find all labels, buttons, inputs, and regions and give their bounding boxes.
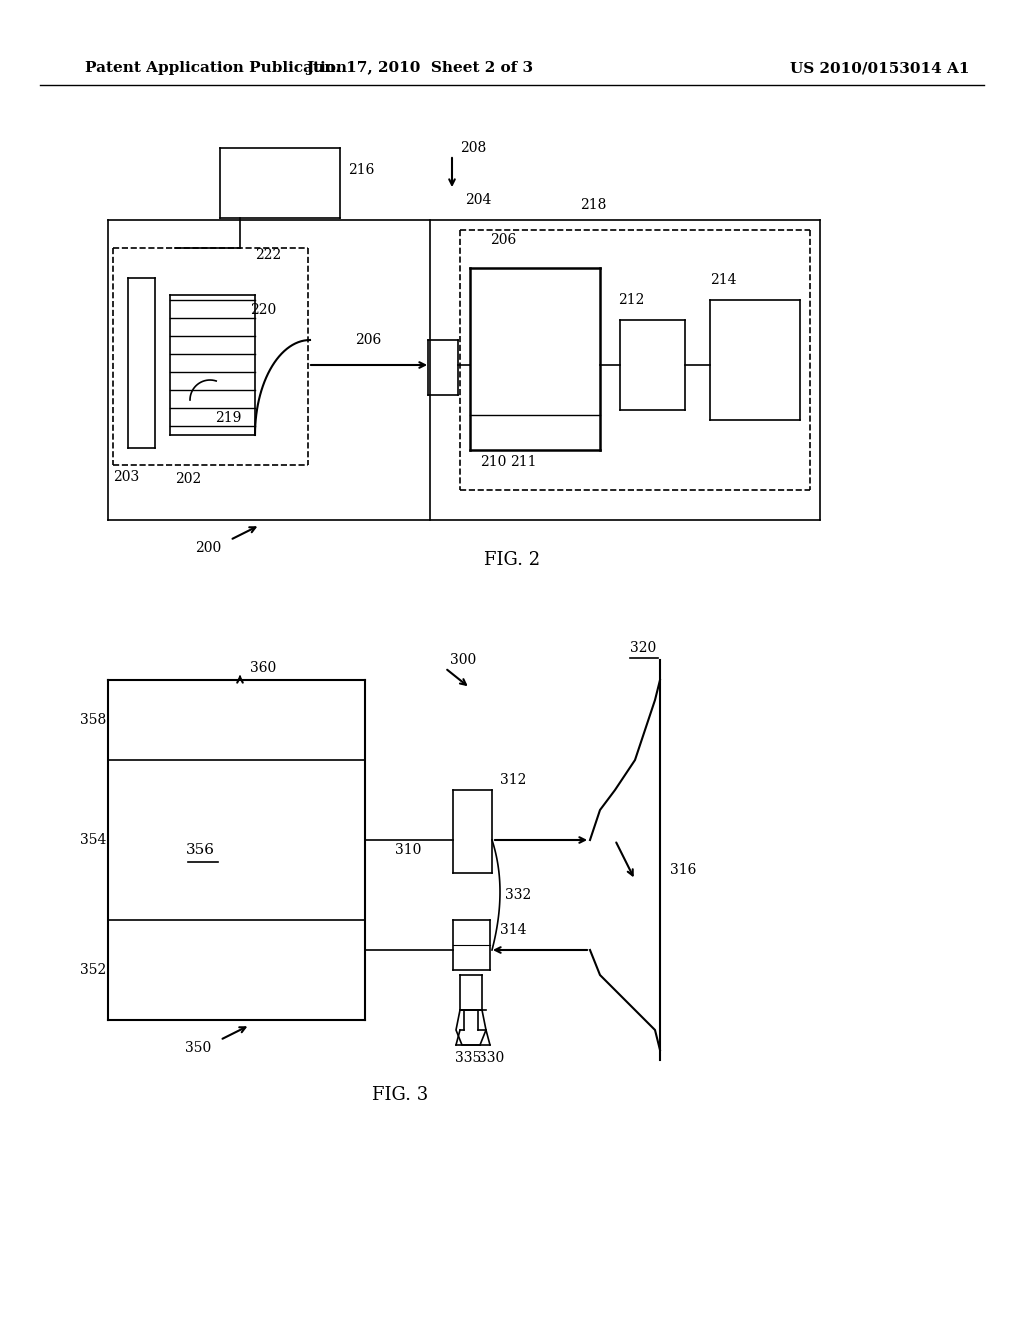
Text: FIG. 3: FIG. 3 [372, 1086, 428, 1104]
Text: 208: 208 [460, 141, 486, 154]
Text: 212: 212 [618, 293, 644, 308]
Text: 214: 214 [710, 273, 736, 286]
Text: 312: 312 [500, 774, 526, 787]
Text: 300: 300 [450, 653, 476, 667]
Text: 320: 320 [630, 642, 656, 655]
Text: 356: 356 [185, 843, 214, 857]
Text: 332: 332 [505, 888, 531, 902]
Text: 350: 350 [185, 1041, 211, 1055]
Text: 210: 210 [480, 455, 507, 469]
Text: 316: 316 [670, 863, 696, 876]
Text: 206: 206 [490, 234, 516, 247]
Text: 335: 335 [455, 1051, 481, 1065]
Text: 204: 204 [465, 193, 492, 207]
Text: Jun. 17, 2010  Sheet 2 of 3: Jun. 17, 2010 Sheet 2 of 3 [306, 61, 534, 75]
Text: 330: 330 [478, 1051, 504, 1065]
Text: 310: 310 [395, 843, 421, 857]
Text: FIG. 2: FIG. 2 [484, 550, 540, 569]
Text: 211: 211 [510, 455, 537, 469]
Text: 354: 354 [80, 833, 106, 847]
Text: 220: 220 [250, 304, 276, 317]
Text: 216: 216 [348, 162, 375, 177]
Text: 358: 358 [80, 713, 106, 727]
Text: 206: 206 [355, 333, 381, 347]
Text: 219: 219 [215, 411, 242, 425]
Text: 202: 202 [175, 473, 202, 486]
Text: 218: 218 [580, 198, 606, 213]
Text: Patent Application Publication: Patent Application Publication [85, 61, 347, 75]
Text: 314: 314 [500, 923, 526, 937]
Text: US 2010/0153014 A1: US 2010/0153014 A1 [790, 61, 970, 75]
Text: 200: 200 [195, 541, 221, 554]
Text: 222: 222 [255, 248, 282, 261]
Text: 203: 203 [113, 470, 139, 484]
Text: 352: 352 [80, 964, 106, 977]
Text: 360: 360 [250, 661, 276, 675]
